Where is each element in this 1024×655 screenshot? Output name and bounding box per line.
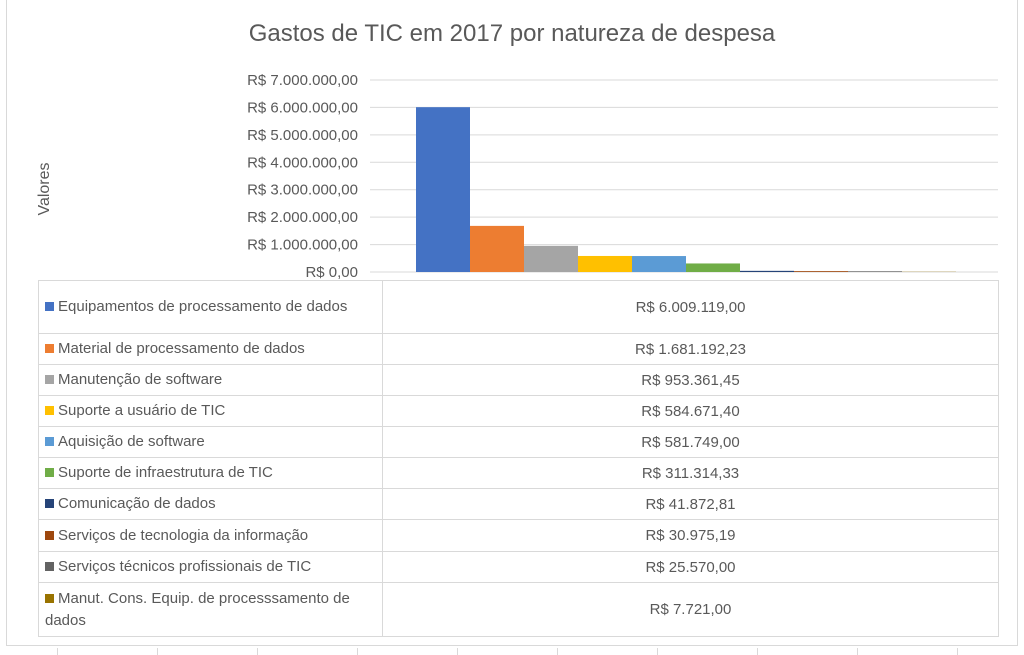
bar-1 [416, 107, 470, 272]
table-row: Equipamentos de processamento de dados R$… [38, 280, 999, 334]
series-name: Suporte a usuário de TIC [58, 402, 226, 419]
value-cell: R$ 584.671,40 [382, 395, 999, 427]
value-cell: R$ 1.681.192,23 [382, 333, 999, 365]
value-cell: R$ 6.009.119,00 [382, 280, 999, 334]
bar-8 [794, 271, 848, 272]
value-cell: R$ 30.975,19 [382, 519, 999, 552]
legend-swatch-icon [45, 562, 54, 571]
value-cell: R$ 41.872,81 [382, 488, 999, 520]
legend-swatch-icon [45, 593, 54, 603]
bar-7 [740, 270, 794, 272]
legend-swatch-icon [45, 530, 54, 540]
legend-cell: Manutenção de software [38, 364, 383, 396]
bar-2 [470, 225, 524, 272]
legend-cell: Serviços de tecnologia da informação [38, 519, 383, 552]
series-name: Manut. Cons. Equip. de processsamento de… [45, 589, 350, 629]
legend-cell: Suporte a usuário de TIC [38, 395, 383, 427]
legend-swatch-icon [45, 344, 54, 353]
bar-9 [848, 271, 902, 272]
legend-cell: Suporte de infraestrutura de TIC [38, 457, 383, 489]
data-table: Equipamentos de processamento de dados R$… [38, 280, 999, 637]
cell-gridline [457, 648, 458, 655]
value-cell: R$ 311.314,33 [382, 457, 999, 489]
bar-6 [686, 263, 740, 272]
y-tick-label: R$ 3.000.000,00 [247, 182, 358, 199]
y-tick-label: R$ 1.000.000,00 [247, 237, 358, 254]
legend-cell: Material de processamento de dados [38, 333, 383, 365]
cell-gridline [857, 648, 858, 655]
cell-gridline [657, 648, 658, 655]
table-row: Manut. Cons. Equip. de processsamento de… [38, 582, 999, 637]
bar-5 [632, 256, 686, 272]
table-row: Manutenção de software R$ 953.361,45 [38, 364, 999, 396]
series-name: Material de processamento de dados [58, 340, 305, 357]
legend-cell: Serviços técnicos profissionais de TIC [38, 551, 383, 583]
cell-gridline [157, 648, 158, 655]
legend-cell: Comunicação de dados [38, 488, 383, 520]
series-name: Serviços técnicos profissionais de TIC [58, 558, 312, 575]
legend-cell: Aquisição de software [38, 426, 383, 458]
table-row: Suporte de infraestrutura de TIC R$ 311.3… [38, 457, 999, 489]
y-tick-label: R$ 0,00 [305, 264, 358, 280]
value-cell: R$ 953.361,45 [382, 364, 999, 396]
value-cell: R$ 7.721,00 [382, 582, 999, 637]
legend-swatch-icon [45, 437, 54, 446]
y-tick-label: R$ 5.000.000,00 [247, 127, 358, 144]
chart-area [6, 0, 1018, 646]
plot-area: R$ 0,00 R$ 1.000.000,00 R$ 2.000.000,00 R$ … [247, 72, 998, 280]
y-tick-label: R$ 2.000.000,00 [247, 209, 358, 226]
legend-swatch-icon [45, 302, 54, 311]
y-tick-label: R$ 6.000.000,00 [247, 99, 358, 116]
legend-cell: Manut. Cons. Equip. de processsamento de… [38, 582, 383, 637]
legend-cell: Equipamentos de processamento de dados [38, 280, 383, 334]
bar-4 [578, 255, 632, 272]
y-tick-label: R$ 7.000.000,00 [247, 72, 358, 89]
bar-3 [524, 245, 578, 272]
series-name: Equipamentos de processamento de dados [58, 298, 348, 315]
cell-gridline [57, 648, 58, 655]
legend-swatch-icon [45, 499, 54, 508]
table-row: Serviços técnicos profissionais de TIC R$… [38, 551, 999, 583]
cell-gridline [957, 648, 958, 655]
value-cell: R$ 25.570,00 [382, 551, 999, 583]
series-name: Manutenção de software [58, 371, 223, 388]
cell-gridline [257, 648, 258, 655]
cell-gridline [357, 648, 358, 655]
legend-swatch-icon [45, 375, 54, 384]
series-name: Comunicação de dados [58, 495, 216, 512]
table-row: Suporte a usuário de TIC R$ 584.671,40 [38, 395, 999, 427]
cell-gridline [557, 648, 558, 655]
table-row: Serviços de tecnologia da informação R$ 3… [38, 519, 999, 552]
y-tick-label: R$ 4.000.000,00 [247, 154, 358, 171]
series-name: Serviços de tecnologia da informação [58, 526, 309, 544]
legend-swatch-icon [45, 468, 54, 477]
table-row: Aquisição de software R$ 581.749,00 [38, 426, 999, 458]
cell-gridline [757, 648, 758, 655]
table-row: Comunicação de dados R$ 41.872,81 [38, 488, 999, 520]
table-row: Material de processamento de dados R$ 1.6… [38, 333, 999, 365]
value-cell: R$ 581.749,00 [382, 426, 999, 458]
legend-swatch-icon [45, 406, 54, 415]
series-name: Suporte de infraestrutura de TIC [58, 464, 273, 481]
chart-title: Gastos de TIC em 2017 por natureza de de… [248, 20, 776, 47]
series-name: Aquisição de software [58, 433, 205, 450]
